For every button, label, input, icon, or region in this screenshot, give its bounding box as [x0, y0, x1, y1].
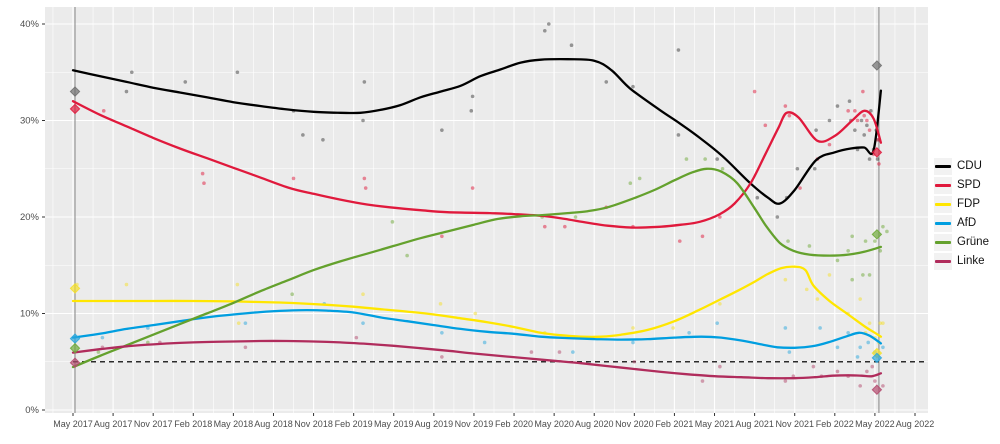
- x-axis-tick-label: Aug 2022: [896, 419, 935, 429]
- election-diamond-grüne: [871, 229, 883, 240]
- trend-line-fdp: [71, 265, 883, 339]
- trend-line-linke: [71, 339, 883, 380]
- legend-swatch-grne: [934, 234, 952, 251]
- x-axis-tick-label: Feb 2020: [495, 419, 533, 429]
- legend-item-cdu: CDU: [934, 158, 989, 175]
- x-axis-tick-label: Aug 2021: [735, 419, 774, 429]
- y-axis-tick-label: 30%: [20, 116, 40, 127]
- election-diamond-cdu: [871, 60, 883, 71]
- x-axis-tick-label: Aug 2018: [254, 419, 293, 429]
- legend-item-afd: AfD: [934, 215, 989, 232]
- y-axis-tick-label: 10%: [20, 309, 40, 320]
- election-diamond-grüne: [69, 342, 81, 354]
- election-diamond-linke: [69, 357, 81, 369]
- x-axis-tick-label: Nov 2017: [134, 419, 173, 429]
- election-diamond-cdu: [69, 86, 81, 97]
- x-axis-tick-label: May 2018: [214, 419, 254, 429]
- x-axis-tick-label: May 2022: [855, 419, 895, 429]
- y-axis-tick-label: 0%: [25, 405, 39, 416]
- legend-item-grne: Grüne: [934, 234, 989, 251]
- x-axis-tick-label: Nov 2018: [294, 419, 333, 429]
- x-axis-tick-label: Feb 2018: [174, 419, 212, 429]
- y-axis-tick-label: 40%: [20, 19, 40, 30]
- legend-label: Linke: [957, 255, 985, 267]
- trend-line-cdu: [71, 58, 883, 205]
- legend-swatch-spd: [934, 177, 952, 194]
- x-axis-tick-label: Aug 2017: [94, 419, 133, 429]
- x-axis-tick-label: Nov 2020: [615, 419, 654, 429]
- legend-label: SPD: [957, 179, 981, 191]
- trend-line-grüne: [71, 167, 883, 369]
- x-axis-tick-label: Aug 2019: [415, 419, 454, 429]
- election-diamond-spd: [69, 103, 81, 115]
- legend-swatch-cdu: [934, 158, 952, 175]
- legend-label: Grüne: [957, 236, 989, 248]
- poll-points-linke: [100, 335, 885, 388]
- trend-line-spd: [71, 100, 883, 229]
- x-axis-tick-label: May 2017: [53, 419, 93, 429]
- x-axis-tick-label: May 2020: [534, 419, 574, 429]
- poll-points-fdp: [75, 273, 885, 345]
- x-axis-tick-label: Nov 2019: [455, 419, 494, 429]
- trend-line-afd: [71, 308, 883, 349]
- x-axis-tick-label: Feb 2021: [655, 419, 693, 429]
- y-axis-tick-label: 20%: [20, 212, 40, 223]
- x-axis-tick-label: Feb 2022: [816, 419, 854, 429]
- legend-label: CDU: [957, 160, 982, 172]
- election-diamond-linke: [871, 384, 883, 396]
- legend-swatch-afd: [934, 215, 952, 232]
- x-axis-tick-label: May 2021: [695, 419, 735, 429]
- election-results: [871, 60, 883, 396]
- legend-label: FDP: [957, 198, 980, 210]
- legend-item-linke: Linke: [934, 253, 989, 270]
- x-axis-tick-label: Aug 2020: [575, 419, 614, 429]
- election-diamond-afd: [871, 352, 883, 364]
- election-diamond-fdp: [69, 283, 81, 294]
- poll-points-grüne: [96, 157, 889, 354]
- legend: CDU SPD FDP AfD Grüne Linke: [934, 158, 989, 270]
- legend-swatch-fdp: [934, 196, 952, 213]
- election-diamond-spd: [871, 147, 883, 158]
- x-axis-tick-label: May 2019: [374, 419, 414, 429]
- legend-label: AfD: [957, 217, 977, 229]
- legend-swatch-linke: [934, 253, 952, 270]
- legend-item-fdp: FDP: [934, 196, 989, 213]
- x-axis-tick-label: Nov 2021: [775, 419, 814, 429]
- x-axis-tick-label: Feb 2019: [335, 419, 373, 429]
- election-results: [69, 86, 81, 369]
- legend-item-spd: SPD: [934, 177, 989, 194]
